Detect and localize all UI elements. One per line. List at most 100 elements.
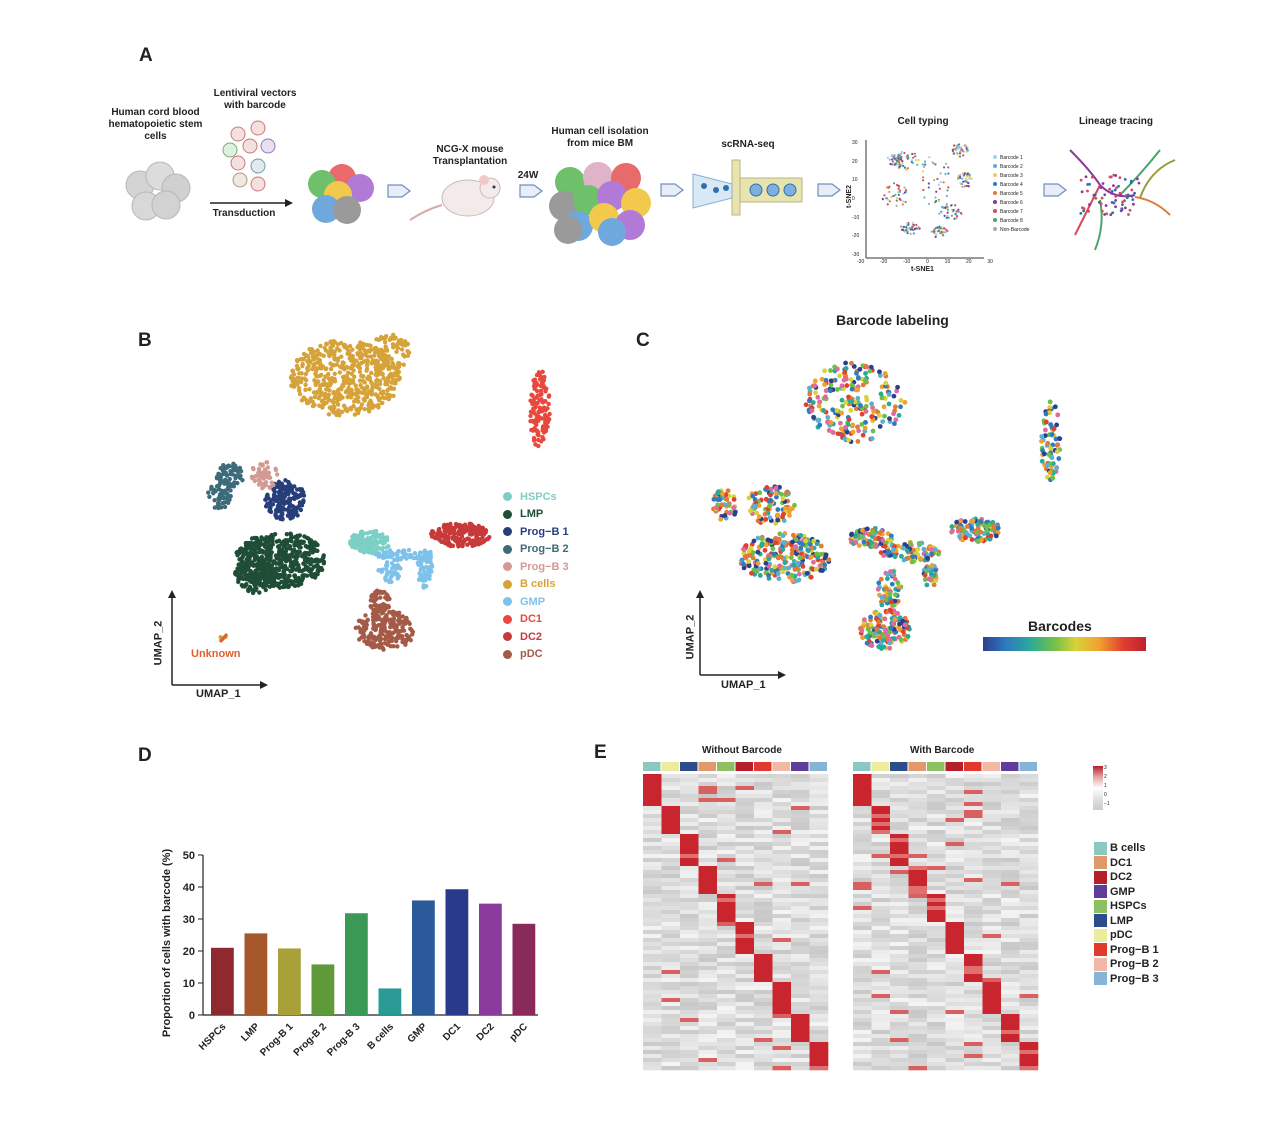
heatmap-cell [698,774,718,779]
umap-c-point [787,509,792,514]
tsne-legend-item: Barcode 1 [993,154,1029,163]
umap-b-point [428,556,433,561]
umap-c-point [887,645,893,651]
legend-dot [503,632,512,642]
umap-c-point [1046,451,1052,457]
heatmap-cell [927,786,946,791]
heatmap-cell [772,910,792,915]
heatmap-cell [661,798,681,803]
heatmap-cell [735,890,755,895]
umap-b-point [313,541,319,547]
chart-bar [244,933,268,1015]
umap-b-point [362,396,367,401]
tsne-point [893,155,896,158]
umap-c-point [803,402,809,408]
heatmap-cell [772,810,792,815]
chart-category-label: Prog-B 3 [325,1021,363,1059]
heatmap-cell [661,1002,681,1007]
tsne-legend-dot [993,182,997,186]
heatmap-cell [964,806,983,811]
heatmap-cell [754,1050,773,1055]
umap-c-point [861,539,867,545]
heatmap-cell [791,1018,810,1023]
umap-b-point [469,532,474,537]
lentiviral-vectors-illustration [222,120,276,192]
tsne-point [903,230,906,233]
heatmap-cell [772,850,792,855]
heatmap-cell [717,950,736,955]
heatmap-cell [754,1026,773,1031]
heatmap-cell [754,830,773,835]
heatmap-cell [735,942,755,947]
heatmap-cell [735,1022,755,1027]
umap-b-point [371,598,376,604]
umap-b-point [270,502,276,507]
umap-b-point [379,347,384,353]
heatmap-cell [680,938,699,943]
umap-b-point [337,370,342,375]
umap-b-point [356,395,361,400]
umap-b-point [261,476,266,481]
umap-c-point [860,382,866,388]
heatmap-cell [853,794,872,799]
umap-c-point [753,503,758,509]
heatmap-cell [772,942,792,947]
umap-b-point [245,546,251,551]
heatmap-cell [735,946,755,951]
umap-c-point [886,392,892,397]
umap-c-point [910,554,916,559]
heatmap-cell [791,1054,810,1059]
heatmap-cell [698,938,718,943]
umap-c-point [921,546,927,552]
umap-c-point [834,387,840,392]
umap-b-point [349,391,355,396]
lineage-point [1100,196,1104,200]
umap-c-point [731,497,737,502]
umap-b-point [397,615,402,621]
heatmap-cluster-bar [853,762,871,771]
umap-c-point [750,550,756,555]
umap-b-point [385,569,390,575]
tsne-point [914,154,917,157]
umap-b-point [338,393,343,398]
heatmap-cell [791,790,810,795]
step-lineage-label: Lineage tracing [1079,116,1153,127]
tsne-point [890,163,893,166]
heatmap-cell [680,826,699,831]
tsne-point [968,173,971,177]
umap-b-point [225,479,230,485]
heatmap-cell [698,786,718,791]
umap-c-point [875,586,881,592]
umap-c-point [809,545,815,551]
tsne-point [939,172,942,175]
umap-b-point [389,617,394,622]
umap-b-point [369,594,374,599]
heatmap-cell [772,842,792,847]
lineage-point [1121,203,1124,207]
tsne-point [888,190,891,194]
heatmap-cell [1001,778,1020,783]
heatmap-cell [772,898,792,903]
umap-c-point [807,391,813,397]
umap-c-point [876,619,881,625]
umap-b-point [299,398,305,403]
umap-b-point [393,629,398,634]
umap-b-point [374,592,379,597]
heatmap-cell [717,782,736,787]
umap-c-point [893,417,899,423]
tsne-point [951,150,955,153]
umap-c-point [834,366,840,372]
umap-b-point [546,393,552,398]
umap-b-point [387,609,392,615]
heatmap-cell [643,898,662,903]
umap-b-point [336,408,341,413]
chart-bar [278,948,301,1015]
heatmap-cell [908,806,928,811]
heatmap-cell [754,970,773,975]
umap-b-point [280,492,286,497]
umap-c-point [771,551,777,557]
heatmap-cell [772,802,792,807]
heatmap-cell [717,1010,736,1015]
lineage-point [1123,177,1127,181]
